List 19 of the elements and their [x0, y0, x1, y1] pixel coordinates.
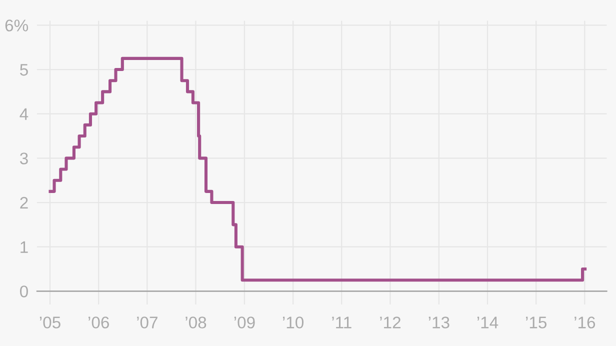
x-tick-label: ’12 — [380, 316, 400, 328]
x-tick-label: ’08 — [186, 316, 206, 328]
x-tick-label: ’15 — [526, 316, 547, 328]
y-tick-label: 3 — [20, 152, 28, 164]
y-tick-label: 6% — [5, 20, 28, 32]
y-tick-label: 5 — [20, 64, 28, 76]
x-tick-label: ’11 — [332, 316, 352, 328]
x-tick-label: ’10 — [282, 316, 304, 328]
y-tick-label: 4 — [20, 108, 28, 120]
x-tick-label: ’13 — [428, 316, 450, 328]
y-tick-label: 2 — [20, 196, 28, 209]
x-tick-label: ’16 — [574, 316, 596, 328]
y-tick-label: 1 — [20, 241, 28, 253]
x-tick-label: ’14 — [477, 316, 498, 328]
x-tick-label: ’05 — [40, 316, 60, 328]
x-tick-label: ’09 — [234, 316, 255, 328]
x-tick-label: ’06 — [88, 316, 109, 328]
y-tick-label: 0 — [20, 286, 28, 298]
x-tick-label: ’07 — [137, 316, 158, 328]
